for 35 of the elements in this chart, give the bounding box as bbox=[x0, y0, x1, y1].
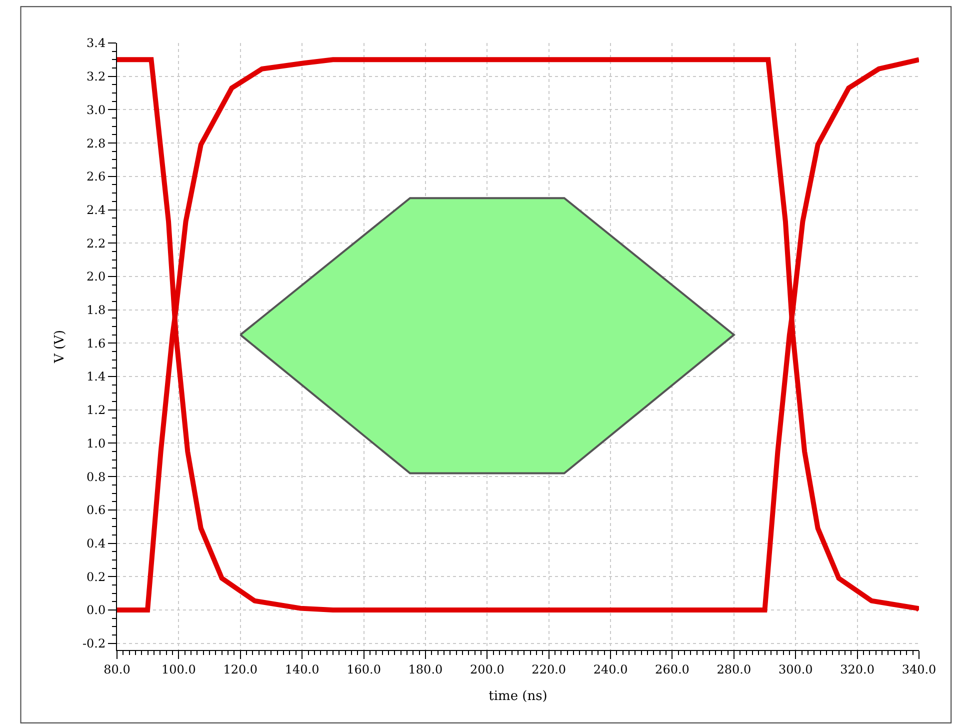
y-tick-label: -0.2 bbox=[82, 636, 106, 651]
y-axis-title: V (V) bbox=[52, 330, 68, 364]
x-tick-label: 260.0 bbox=[655, 662, 690, 676]
y-tick-label: 2.0 bbox=[86, 270, 106, 284]
y-tick-label: 0.0 bbox=[86, 603, 106, 618]
x-tick-label: 160.0 bbox=[346, 662, 381, 676]
x-tick-label: 340.0 bbox=[902, 662, 936, 676]
y-tick-label: 2.8 bbox=[86, 136, 106, 150]
y-tick-label: 1.8 bbox=[86, 303, 106, 318]
y-tick-label: 0.8 bbox=[86, 470, 106, 484]
y-tick-label: 0.2 bbox=[86, 570, 106, 584]
y-tick-label: 1.6 bbox=[86, 336, 106, 350]
x-tick-label: 280.0 bbox=[716, 662, 752, 676]
x-tick-label: 120.0 bbox=[223, 662, 258, 676]
x-tick-label: 240.0 bbox=[593, 662, 628, 676]
y-tick-label: 2.2 bbox=[86, 236, 106, 250]
x-tick-label: 320.0 bbox=[840, 662, 874, 676]
x-tick-label: 80.0 bbox=[104, 662, 130, 676]
x-axis-title: time (ns) bbox=[488, 689, 548, 704]
y-tick-label: 1.4 bbox=[86, 370, 106, 384]
x-tick-label: 200.0 bbox=[470, 662, 504, 676]
x-tick-label: 180.0 bbox=[408, 662, 443, 676]
x-tick-label: 220.0 bbox=[532, 662, 566, 676]
y-tick-label: 3.4 bbox=[86, 36, 106, 50]
y-tick-label: 2.4 bbox=[86, 202, 106, 217]
y-tick-label: 3.0 bbox=[86, 102, 106, 117]
y-tick-label: 1.2 bbox=[86, 403, 106, 418]
x-tick-label: 100.0 bbox=[162, 662, 196, 676]
y-tick-label: 2.6 bbox=[86, 170, 106, 184]
y-tick-label: 3.2 bbox=[86, 70, 106, 84]
y-tick-label: 0.4 bbox=[86, 536, 106, 550]
y-tick-label: 1.0 bbox=[86, 436, 106, 450]
y-tick-label: 0.6 bbox=[86, 503, 106, 518]
x-tick-label: 300.0 bbox=[778, 662, 813, 676]
x-tick-label: 140.0 bbox=[284, 662, 320, 676]
